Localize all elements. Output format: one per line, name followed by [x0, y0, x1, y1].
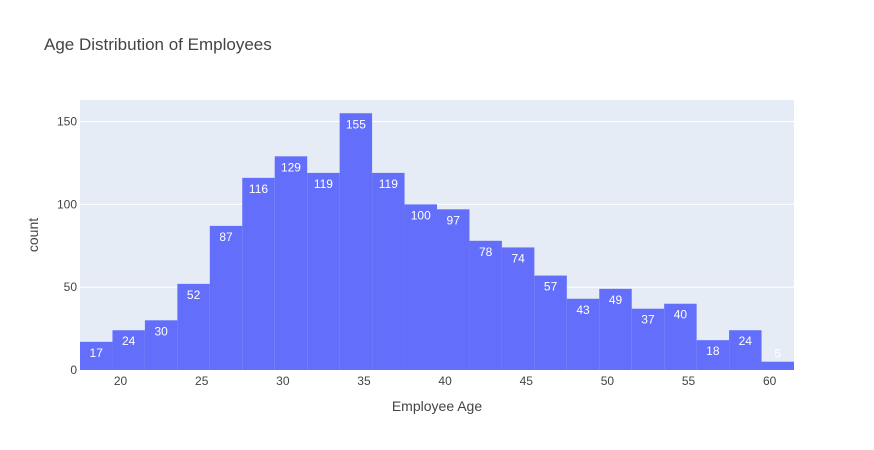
- y-tick-label: 50: [64, 280, 78, 294]
- histogram-bar: [501, 247, 535, 370]
- y-tick-label: 150: [57, 115, 77, 129]
- x-tick-label: 20: [114, 374, 128, 388]
- bar-value-label: 49: [609, 293, 623, 307]
- histogram-bar: [469, 240, 502, 370]
- bar-value-label: 116: [249, 182, 268, 196]
- x-tick-label: 25: [195, 374, 209, 388]
- bar-value-label: 97: [447, 213, 461, 227]
- histogram-bar: [566, 298, 600, 370]
- bar-value-label: 100: [411, 208, 431, 222]
- bar-value-label: 57: [544, 280, 558, 294]
- x-axis-ticks: 20 25 30 35 40 45 50 55 60: [114, 374, 777, 388]
- y-axis-ticks: 0 50 100 150: [57, 115, 77, 377]
- x-axis-title: Employee Age: [392, 398, 482, 414]
- bar-value-label: 40: [674, 308, 688, 322]
- x-tick-label: 60: [763, 374, 777, 388]
- histogram-bar: [437, 209, 470, 370]
- y-tick-label: 0: [70, 363, 77, 377]
- bar-value-label: 78: [479, 245, 493, 259]
- histogram-bar: [372, 172, 405, 370]
- x-tick-label: 35: [357, 374, 371, 388]
- x-tick-label: 45: [520, 374, 534, 388]
- x-tick-label: 30: [276, 374, 290, 388]
- histogram-bar: [339, 113, 373, 371]
- chart-title: Age Distribution of Employees: [44, 35, 272, 54]
- bar-value-label: 17: [90, 346, 104, 360]
- bar-value-label: 87: [219, 230, 233, 244]
- histogram-bar: [404, 204, 437, 370]
- histogram-bar: [80, 341, 113, 370]
- bar-value-label: 43: [576, 303, 590, 317]
- histogram-bar: [534, 275, 567, 370]
- x-tick-label: 40: [438, 374, 452, 388]
- histogram-bar: [144, 320, 178, 370]
- bar-value-label: 155: [346, 117, 366, 131]
- bar-value-label: 52: [187, 288, 201, 302]
- histogram-bar: [307, 172, 340, 370]
- x-tick-label: 55: [682, 374, 696, 388]
- bar-value-label: 129: [281, 160, 301, 174]
- y-tick-label: 100: [57, 197, 77, 211]
- bar-value-label: 5: [774, 347, 781, 361]
- histogram-bar: [177, 283, 210, 370]
- histogram-bar: [696, 340, 730, 370]
- bar-value-label: 74: [511, 251, 525, 265]
- histogram-bar: [274, 156, 308, 370]
- histogram-bar: [242, 177, 275, 370]
- bars: [80, 113, 794, 371]
- histogram-bar: [729, 330, 762, 370]
- bar-labels: 17 24 30 52 87 116 129 119 155 119 100 97 78 74 57 43 49…: [90, 117, 782, 360]
- histogram-bar: [112, 330, 145, 370]
- bar-value-label: 30: [154, 324, 168, 338]
- histogram-bar: [761, 361, 794, 370]
- y-axis-title: count: [25, 218, 41, 252]
- histogram-bar: [631, 308, 665, 370]
- bar-value-label: 119: [314, 177, 333, 191]
- bar-value-label: 24: [739, 334, 753, 348]
- x-tick-label: 50: [601, 374, 615, 388]
- bar-value-label: 37: [641, 313, 655, 327]
- bar-value-label: 24: [122, 334, 136, 348]
- bar-value-label: 18: [706, 344, 720, 358]
- histogram-bar: [664, 303, 697, 370]
- histogram-bar: [209, 225, 243, 370]
- bar-value-label: 119: [379, 177, 398, 191]
- histogram-bar: [599, 288, 632, 370]
